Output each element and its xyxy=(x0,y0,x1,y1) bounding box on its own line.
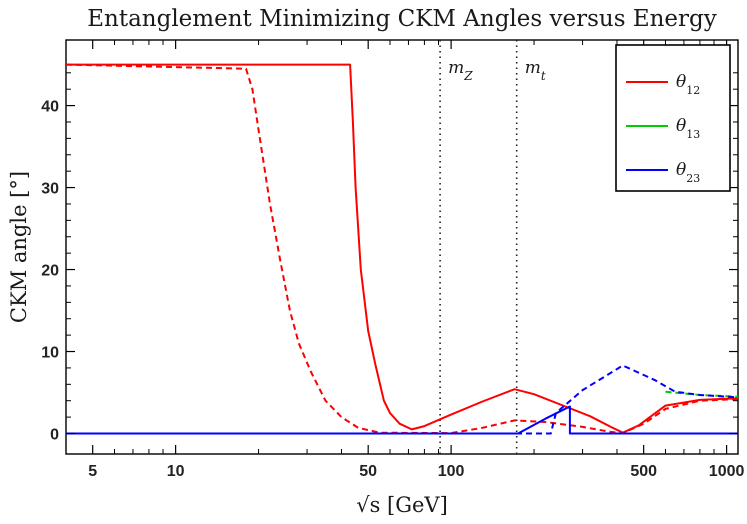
x-axis-label: √s [GeV] xyxy=(356,493,448,517)
legend-label: θ23 xyxy=(676,160,700,185)
legend: θ12 θ13 θ23 xyxy=(615,44,731,192)
y-tick-label: 40 xyxy=(41,99,59,116)
series-line xyxy=(66,364,738,435)
legend-label: θ13 xyxy=(676,116,700,141)
reference-line-label: mZ xyxy=(448,58,473,83)
series-line xyxy=(66,63,738,435)
series-line xyxy=(66,405,738,435)
y-tick-label: 0 xyxy=(50,427,59,444)
plot-frame xyxy=(65,39,739,455)
y-axis-label: CKM angle [°] xyxy=(7,171,31,323)
x-tick-label: 100 xyxy=(438,463,465,480)
x-tick-label: 5 xyxy=(88,463,97,480)
y-tick-label: 30 xyxy=(41,181,59,198)
legend-box xyxy=(615,44,731,192)
x-tick-label: 50 xyxy=(359,463,377,480)
x-tick-label: 1000 xyxy=(709,463,745,480)
x-tick-label: 10 xyxy=(167,463,185,480)
y-tick-label: 10 xyxy=(41,345,59,362)
series-line xyxy=(66,63,738,434)
reference-line-label: mt xyxy=(525,58,546,83)
x-tick-label: 500 xyxy=(630,463,657,480)
legend-label: θ12 xyxy=(676,72,700,97)
y-tick-label: 20 xyxy=(41,263,59,280)
chart-title: Entanglement Minimizing CKM Angles versu… xyxy=(87,6,717,32)
